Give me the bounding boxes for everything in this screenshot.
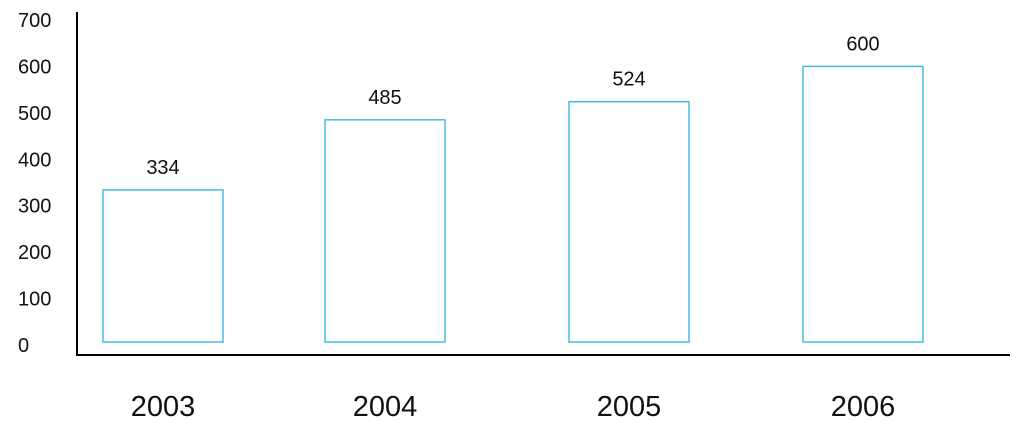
y-tick-label: 700 [18, 10, 51, 32]
data-label-2006: 600 [846, 33, 879, 55]
bar-2005 [568, 101, 690, 343]
y-tick-label: 200 [18, 242, 51, 264]
x-category-label: 2003 [131, 391, 196, 422]
y-tick-label: 300 [18, 196, 51, 218]
x-category-label: 2006 [831, 391, 896, 422]
data-labels: 334 485 524 600 [146, 33, 879, 179]
y-tick-label: 400 [18, 149, 51, 171]
x-category-label: 2005 [597, 391, 662, 422]
x-category-label: 2004 [353, 391, 418, 422]
bar-2003 [102, 189, 224, 343]
y-tick-label: 100 [18, 289, 51, 311]
data-label-2003: 334 [146, 157, 179, 179]
data-label-2005: 524 [612, 69, 645, 91]
data-label-2004: 485 [368, 87, 401, 109]
bar-2004 [324, 119, 446, 343]
y-axis-ticks: 0 100 200 300 400 500 600 700 [18, 10, 51, 357]
y-tick-label: 0 [18, 335, 29, 357]
bar-2006 [802, 65, 924, 343]
x-axis-labels: 2003 2004 2005 2006 [131, 391, 896, 422]
y-tick-label: 500 [18, 103, 51, 125]
y-tick-label: 600 [18, 56, 51, 78]
bars [102, 65, 924, 343]
